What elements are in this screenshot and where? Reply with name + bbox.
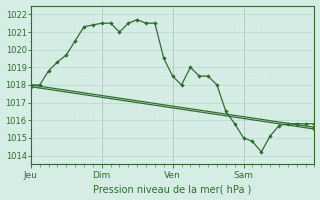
X-axis label: Pression niveau de la mer( hPa ): Pression niveau de la mer( hPa ): [93, 184, 252, 194]
